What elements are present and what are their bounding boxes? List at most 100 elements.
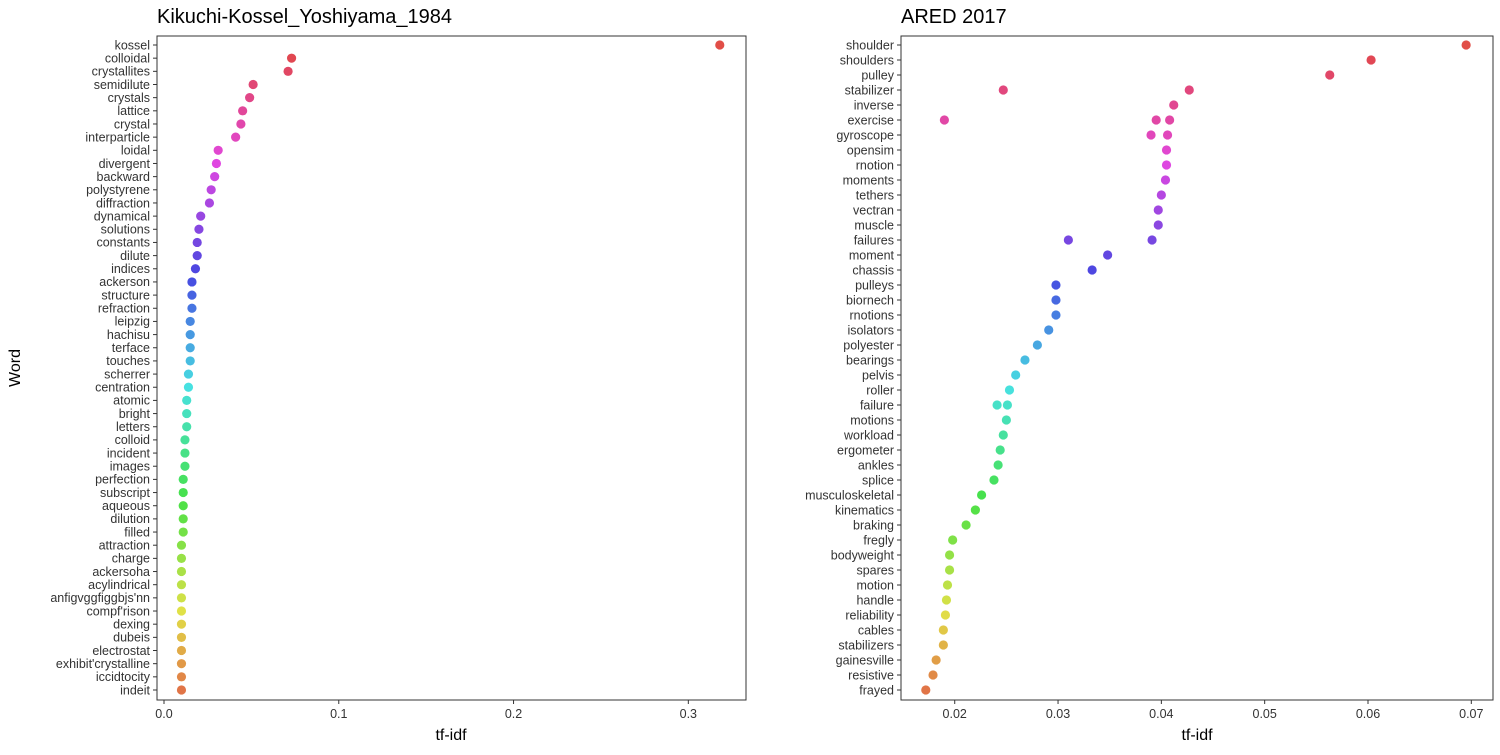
left-point-electrostat: [176, 645, 187, 656]
left-y-label-atomic: atomic: [113, 394, 150, 408]
right-point-pulley: [1325, 70, 1335, 80]
left-y-label-kossel: kossel: [115, 38, 150, 52]
right-point-inverse: [1169, 100, 1179, 110]
right-point-biornech: [1051, 295, 1061, 305]
right-point-shoulder: [1461, 40, 1471, 50]
left-point-indeit: [176, 685, 187, 695]
left-y-label-structure: structure: [101, 288, 150, 302]
right-point-polyester: [1032, 340, 1042, 350]
left-point-anfigvggfiggbjs-nn: [176, 593, 187, 603]
right-point-bearings: [1020, 355, 1030, 365]
right-point-moment: [1103, 250, 1113, 260]
right-y-label-isolators: isolators: [847, 323, 894, 337]
panel-right: ARED 2017 shouldershoulderspulleystabili…: [805, 6, 1494, 744]
left-y-label-polystyrene: polystyrene: [86, 183, 150, 197]
left-y-label-letters: letters: [116, 420, 150, 434]
right-point-failures: [1063, 235, 1073, 245]
right-point-musculoskeletal: [976, 490, 987, 500]
left-point-letters: [182, 422, 192, 432]
right-point-shoulders: [1366, 55, 1376, 65]
left-point-iccidtocity: [176, 672, 187, 682]
panel-left-x-axis-title: tf-idf: [435, 727, 467, 744]
left-y-label-touches: touches: [106, 354, 150, 368]
right-y-label-vectran: vectran: [853, 203, 894, 217]
right-y-label-stabilizers: stabilizers: [838, 638, 894, 652]
right-point-roller: [1004, 385, 1015, 395]
panel-right-y-ticks: shouldershoulderspulleystabilizerinverse…: [805, 38, 901, 697]
left-point-solutions: [194, 224, 204, 234]
right-y-label-fregly: fregly: [863, 533, 894, 547]
left-point-constants: [192, 237, 202, 248]
panel-right-title: ARED 2017: [901, 6, 1007, 28]
right-point-handle: [941, 595, 952, 605]
panel-left-x-ticks: 0.0 0.1 0.2 0.3: [155, 700, 697, 721]
right-y-label-inverse: inverse: [854, 98, 894, 112]
right-point-exercise: [1151, 115, 1161, 125]
left-y-label-dilution: dilution: [110, 512, 150, 526]
left-y-label-hachisu: hachisu: [107, 328, 150, 342]
left-y-label-leipzig: leipzig: [115, 315, 150, 329]
left-y-label-images: images: [110, 460, 150, 474]
right-point-resistive: [928, 670, 938, 680]
right-point-kinematics: [970, 505, 980, 515]
left-point-polystyrene: [206, 185, 216, 195]
left-point-divergent: [211, 158, 222, 169]
left-point-exhibit-crystalline: [176, 659, 187, 669]
right-y-label-rnotion: rnotion: [856, 158, 894, 172]
panel-right-frame: [900, 35, 1494, 701]
left-y-label-charge: charge: [112, 552, 150, 566]
right-point-vectran: [1153, 205, 1163, 215]
right-y-label-failures: failures: [854, 233, 894, 247]
left-y-label-indices: indices: [111, 262, 150, 276]
right-point-tethers: [1156, 190, 1166, 200]
left-y-label-semidilute: semidilute: [94, 78, 150, 92]
left-y-label-subscript: subscript: [100, 486, 151, 500]
left-y-label-perfection: perfection: [95, 473, 150, 487]
left-x-tick-label: 0.2: [505, 707, 522, 721]
left-point-leipzig: [185, 316, 195, 327]
left-y-label-indeit: indeit: [120, 683, 150, 697]
right-x-tick-label: 0.03: [1046, 707, 1070, 721]
left-point-filled: [178, 527, 188, 537]
left-point-lattice: [238, 106, 248, 116]
left-x-tick-label: 0.3: [680, 707, 697, 721]
right-x-tick-label: 0.02: [943, 707, 967, 721]
right-x-tick-label: 0.04: [1149, 707, 1173, 721]
panel-right-x-ticks: 0.02 0.03 0.04 0.05 0.06 0.07: [943, 700, 1484, 721]
right-point-spares: [944, 565, 955, 575]
right-x-tick-label: 0.06: [1356, 707, 1380, 721]
right-y-label-pulleys: pulleys: [855, 278, 894, 292]
right-y-label-motions: motions: [850, 413, 894, 427]
right-y-label-spares: spares: [856, 563, 894, 577]
left-point-atomic: [182, 395, 192, 406]
right-y-label-musculoskeletal: musculoskeletal: [805, 488, 894, 502]
left-point-interparticle: [231, 132, 241, 142]
left-point-crystallites: [283, 66, 293, 76]
left-point-crystals: [245, 93, 255, 103]
right-y-label-frayed: frayed: [859, 683, 894, 697]
right-y-label-shoulder: shoulder: [846, 38, 894, 52]
right-y-label-stabilizer: stabilizer: [845, 83, 894, 97]
left-y-label-centration: centration: [95, 381, 150, 395]
right-point-reliability: [940, 610, 951, 620]
panel-left-points: [176, 40, 725, 695]
panel-left-title: Kikuchi-Kossel_Yoshiyama_1984: [157, 6, 452, 28]
right-y-label-muscle: muscle: [854, 218, 894, 232]
left-point-incident: [180, 448, 190, 458]
right-y-label-workload: workload: [843, 428, 894, 442]
left-y-label-attraction: attraction: [99, 539, 150, 553]
left-point-subscript: [178, 487, 188, 498]
left-point-charge: [176, 553, 187, 563]
left-point-acylindrical: [176, 580, 187, 590]
left-point-scherrer: [183, 369, 194, 379]
left-point-dilute: [192, 251, 202, 261]
right-point-fregly: [948, 535, 958, 545]
right-point-cables: [938, 625, 948, 635]
left-y-label-dynamical: dynamical: [94, 209, 150, 223]
right-point-motions: [1001, 415, 1011, 425]
right-point-rnotions: [1051, 310, 1061, 320]
left-point-colloid: [180, 435, 190, 445]
left-y-label-exhibit-crystalline: exhibit'crystalline: [56, 657, 150, 671]
